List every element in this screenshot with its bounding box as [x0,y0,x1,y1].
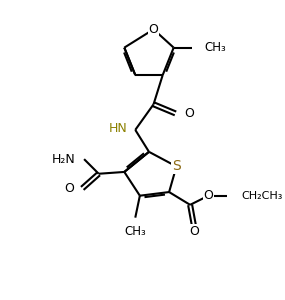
Text: O: O [189,225,199,238]
Text: CH₂CH₃: CH₂CH₃ [241,191,283,201]
Text: O: O [64,182,74,195]
Text: O: O [203,189,213,202]
Text: S: S [172,160,181,173]
Text: O: O [185,107,195,120]
Text: O: O [148,23,158,36]
Text: HN: HN [109,122,128,135]
Text: CH₃: CH₃ [205,41,227,54]
Text: CH₃: CH₃ [125,225,146,238]
Text: H₂N: H₂N [52,153,76,166]
